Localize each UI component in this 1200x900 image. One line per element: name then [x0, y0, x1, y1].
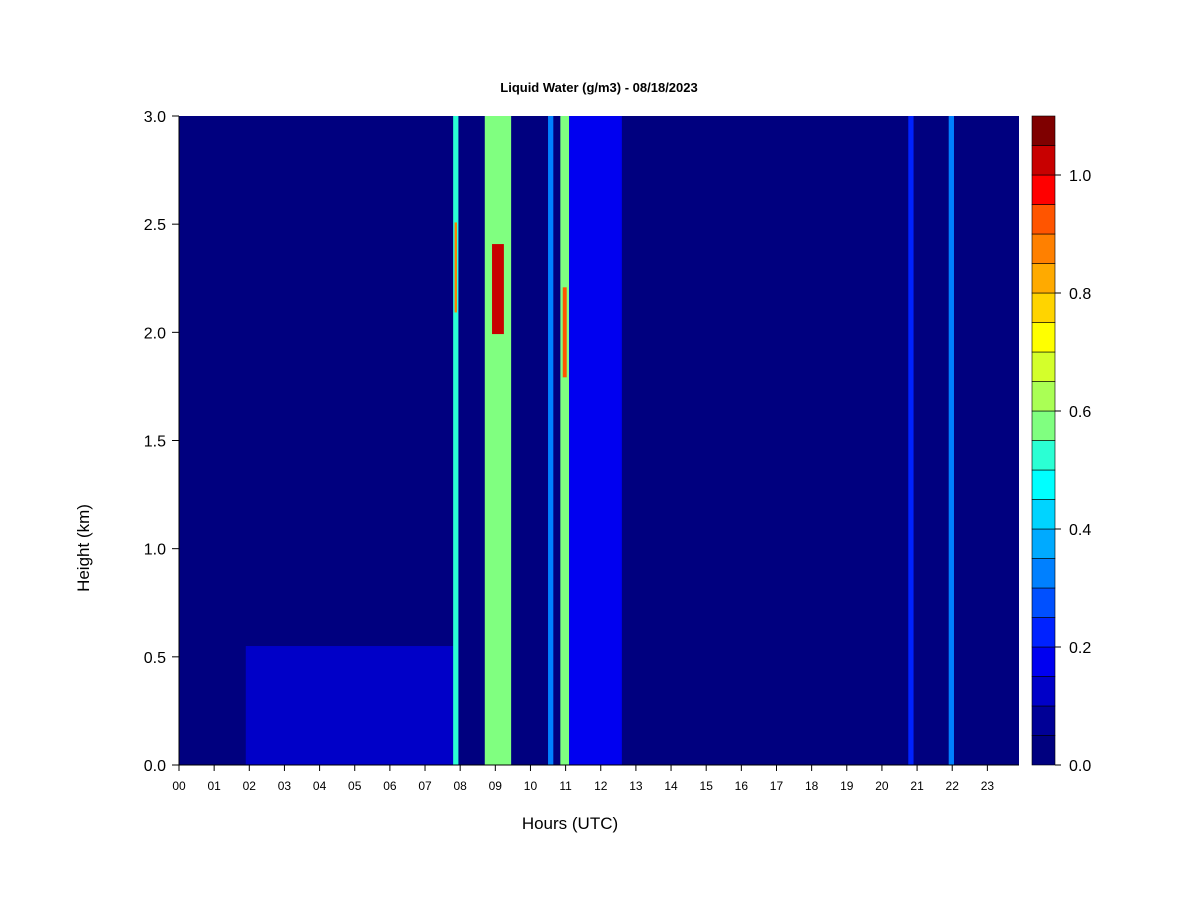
- x-tick-label: 05: [348, 779, 362, 793]
- heat-peak-1: [454, 222, 457, 313]
- x-tick-label: 14: [664, 779, 678, 793]
- x-tick-label: 04: [313, 779, 327, 793]
- colorbar-swatch: [1031, 469, 1056, 500]
- x-tick-label: 15: [700, 779, 714, 793]
- colorbar-swatch: [1031, 499, 1056, 530]
- colorbar-swatch: [1031, 587, 1056, 618]
- colorbar-swatch: [1031, 381, 1056, 412]
- x-tick-label: 17: [770, 779, 784, 793]
- x-tick-label: 21: [910, 779, 924, 793]
- colorbar-swatch: [1031, 233, 1056, 264]
- colorbar-tick-label: 0.8: [1069, 286, 1091, 303]
- chart-title: Liquid Water (g/m3) - 08/18/2023: [500, 80, 697, 95]
- x-tick-label: 07: [418, 779, 432, 793]
- colorbar-tick-label: 0.0: [1069, 758, 1091, 775]
- y-tick-label: 3.0: [144, 109, 166, 126]
- colorbar-swatch: [1031, 676, 1056, 707]
- colorbar-swatch: [1031, 174, 1056, 205]
- heat-band-7: [948, 116, 954, 765]
- x-tick-label: 20: [875, 779, 889, 793]
- colorbar-swatch: [1031, 322, 1056, 353]
- heat-band-3: [548, 116, 554, 765]
- x-tick-label: 16: [735, 779, 749, 793]
- colorbar-swatch: [1031, 705, 1056, 736]
- y-tick-label: 1.5: [144, 434, 166, 451]
- colorbar-tick-label: 0.2: [1069, 640, 1091, 657]
- colorbar-swatch: [1031, 646, 1056, 677]
- colorbar-tick-label: 0.4: [1069, 522, 1091, 539]
- heat-band-0: [245, 646, 457, 765]
- x-tick-label: 19: [840, 779, 854, 793]
- colorbar-tick-label: 1.0: [1069, 168, 1091, 185]
- colorbar-swatch: [1031, 204, 1056, 235]
- colorbar-swatch: [1031, 351, 1056, 382]
- y-axis-label: Height (km): [74, 504, 93, 592]
- x-tick-label: 02: [243, 779, 257, 793]
- y-tick-label: 2.0: [144, 325, 166, 342]
- heat-peak-4: [562, 287, 567, 378]
- x-tick-label: 01: [207, 779, 221, 793]
- plot-area: [179, 116, 1019, 765]
- x-tick-label: 10: [524, 779, 538, 793]
- colorbar-swatch: [1031, 558, 1056, 589]
- x-tick-label: 00: [172, 779, 186, 793]
- colorbar-swatch: [1031, 410, 1056, 441]
- y-tick-label: 0.0: [144, 758, 166, 775]
- heat-band-2: [484, 116, 512, 765]
- colorbar-swatch: [1031, 528, 1056, 559]
- heat-band-4: [560, 116, 570, 765]
- heat-band-1: [453, 116, 459, 765]
- axes: 0.0 0.5 1.0 1.5 2.0 2.5 3.0 00 01 02 03 04 05 06 07 08…: [144, 109, 1019, 793]
- heat-band-6: [908, 116, 914, 765]
- x-tick-label: 11: [559, 779, 572, 793]
- colorbar-swatch: [1031, 617, 1056, 648]
- x-tick-label: 18: [805, 779, 819, 793]
- heat-peak-2: [492, 244, 504, 335]
- colorbar: 0.0 0.2 0.4 0.6 0.8 1.0: [1031, 115, 1091, 775]
- x-tick-label: 12: [594, 779, 608, 793]
- colorbar-swatch: [1031, 263, 1056, 294]
- heat-band-5: [569, 116, 622, 765]
- colorbar-swatch: [1031, 440, 1056, 471]
- x-tick-label: 06: [383, 779, 397, 793]
- colorbar-swatch: [1031, 115, 1056, 146]
- colorbar-swatch: [1031, 145, 1056, 176]
- heatmap-layer: [245, 116, 954, 765]
- x-ticks: 00 01 02 03 04 05 06 07 08 09 10 11 12 13 14 15 16 17 18 19…: [172, 765, 994, 793]
- x-tick-label: 22: [946, 779, 960, 793]
- x-tick-label: 08: [453, 779, 467, 793]
- colorbar-tick-label: 0.6: [1069, 404, 1091, 421]
- colorbar-swatch: [1031, 292, 1056, 323]
- colorbar-swatch: [1031, 735, 1056, 766]
- x-axis-label: Hours (UTC): [522, 814, 618, 833]
- x-tick-label: 23: [981, 779, 995, 793]
- y-tick-label: 2.5: [144, 217, 166, 234]
- x-tick-label: 03: [278, 779, 292, 793]
- y-tick-label: 1.0: [144, 542, 166, 559]
- x-tick-label: 13: [629, 779, 643, 793]
- y-ticks: 0.0 0.5 1.0 1.5 2.0 2.5 3.0: [144, 109, 179, 775]
- y-tick-label: 0.5: [144, 650, 166, 667]
- x-tick-label: 09: [489, 779, 503, 793]
